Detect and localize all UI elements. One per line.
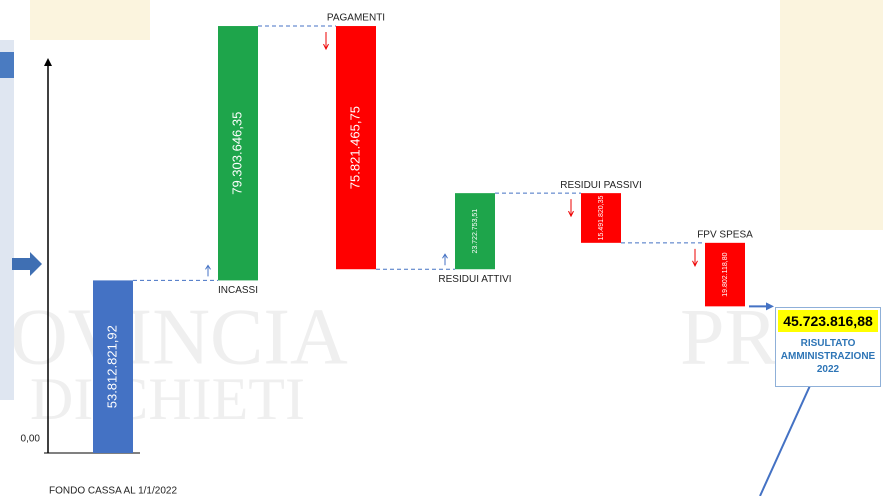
pointer-line bbox=[759, 367, 819, 496]
value-label: 23.722.753,51 bbox=[472, 209, 479, 254]
bar bbox=[218, 26, 258, 281]
category-label: RESIDUI PASSIVI bbox=[560, 180, 642, 191]
bar bbox=[336, 26, 376, 270]
category-label: INCASSI bbox=[218, 285, 258, 296]
bar bbox=[455, 193, 495, 270]
value-label: 79.303.646,35 bbox=[229, 112, 244, 195]
result-value: 45.723.816,88 bbox=[778, 310, 878, 332]
result-caption: RISULTATO AMMINISTRAZIONE 2022 bbox=[780, 338, 876, 375]
bar bbox=[705, 242, 745, 307]
direction-arrow bbox=[442, 253, 448, 266]
value-label: 53.812.821,92 bbox=[104, 325, 119, 408]
result-box: 45.723.816,88 RISULTATO AMMINISTRAZIONE … bbox=[775, 307, 881, 387]
category-label: RESIDUI ATTIVI bbox=[438, 274, 511, 285]
y-axis-arrow bbox=[44, 58, 52, 66]
value-label: 75.821.465,75 bbox=[347, 106, 362, 189]
bar bbox=[93, 280, 133, 453]
direction-arrow bbox=[568, 199, 574, 218]
side-table bbox=[0, 40, 14, 400]
svg-text:OVINCIA: OVINCIA bbox=[10, 293, 348, 381]
value-label: 19.802.118,80 bbox=[722, 252, 729, 296]
side-arrow bbox=[12, 252, 42, 276]
svg-text:DI CHIETI: DI CHIETI bbox=[30, 366, 305, 432]
side-table-header bbox=[0, 52, 14, 78]
category-label: FONDO CASSA AL 1/1/2022 bbox=[49, 486, 177, 496]
total-arrow-head bbox=[766, 302, 774, 311]
direction-arrow bbox=[323, 32, 329, 51]
y-tick-label: 0,00 bbox=[21, 434, 41, 445]
bar bbox=[581, 193, 621, 243]
category-label: PAGAMENTI bbox=[327, 13, 385, 24]
value-label: 15.491.820,35 bbox=[598, 195, 605, 240]
direction-arrow bbox=[692, 248, 698, 267]
category-label: FPV SPESA bbox=[697, 229, 753, 240]
direction-arrow bbox=[205, 264, 211, 277]
